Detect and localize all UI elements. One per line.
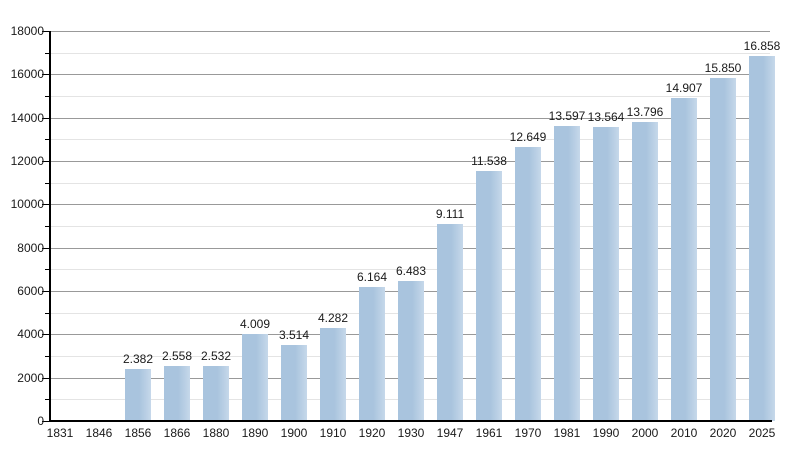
y-axis-label: 6000	[17, 284, 44, 298]
bar	[476, 171, 502, 421]
bar-value-label: 12.649	[509, 130, 547, 144]
gridline-minor	[51, 226, 770, 227]
x-axis-label: 1970	[514, 426, 542, 440]
bar	[437, 224, 463, 421]
x-axis-label: 1866	[163, 426, 191, 440]
bar-value-label: 6.164	[356, 270, 388, 284]
y-axis-label: 18000	[10, 24, 44, 38]
y-minor-tick	[45, 96, 50, 97]
x-axis-label: 1961	[475, 426, 503, 440]
bar-value-label: 3.514	[278, 328, 310, 342]
y-major-tick	[42, 118, 50, 119]
x-axis-label: 1981	[553, 426, 581, 440]
x-axis-line	[49, 420, 772, 422]
gridline-minor	[51, 96, 770, 97]
bar	[398, 281, 424, 421]
gridline-minor	[51, 183, 770, 184]
x-axis-label: 1846	[85, 426, 113, 440]
x-axis-label: 1920	[358, 426, 386, 440]
bar	[593, 127, 619, 421]
bar-value-label: 13.597	[548, 109, 586, 123]
bar-value-label: 11.538	[471, 154, 507, 168]
gridline-major	[51, 248, 770, 249]
gridline-major	[51, 31, 770, 32]
gridline-major	[51, 74, 770, 75]
bar-value-label: 9.111	[435, 207, 465, 221]
y-minor-tick	[45, 356, 50, 357]
x-axis-label: 1890	[241, 426, 269, 440]
bar	[710, 78, 736, 421]
bar-value-label: 4.009	[239, 317, 271, 331]
bar	[164, 366, 190, 421]
bar	[203, 366, 229, 421]
bar	[320, 328, 346, 421]
y-minor-tick	[45, 226, 50, 227]
y-axis-label: 10000	[10, 197, 44, 211]
bar	[632, 122, 658, 421]
bar	[515, 147, 541, 421]
x-axis-label: 1930	[397, 426, 425, 440]
y-major-tick	[42, 334, 50, 335]
y-minor-tick	[45, 183, 50, 184]
x-axis-label: 2010	[670, 426, 698, 440]
y-minor-tick	[45, 53, 50, 54]
y-major-tick	[42, 161, 50, 162]
y-major-tick	[42, 421, 50, 422]
y-axis-line	[49, 31, 51, 422]
y-major-tick	[42, 248, 50, 249]
x-axis-label: 2025	[748, 426, 776, 440]
y-minor-tick	[45, 399, 50, 400]
x-axis-label: 1856	[124, 426, 152, 440]
bar-value-label: 2.382	[122, 352, 154, 366]
x-axis-label: 2000	[631, 426, 659, 440]
y-minor-tick	[45, 313, 50, 314]
y-major-tick	[42, 378, 50, 379]
x-axis-label: 1947	[436, 426, 464, 440]
bar-value-label: 4.282	[317, 311, 349, 325]
bar	[554, 126, 580, 421]
y-axis-label: 12000	[10, 154, 44, 168]
bar-value-label: 13.564	[587, 110, 625, 124]
y-major-tick	[42, 31, 50, 32]
gridline-major	[51, 204, 770, 205]
x-axis-label: 1990	[592, 426, 620, 440]
bar	[749, 56, 775, 421]
y-axis-label: 16000	[10, 67, 44, 81]
y-major-tick	[42, 204, 50, 205]
gridline-minor	[51, 53, 770, 54]
gridline-minor	[51, 139, 770, 140]
bar	[359, 287, 385, 421]
y-major-tick	[42, 291, 50, 292]
y-axis-label: 0	[37, 414, 44, 428]
bar	[281, 345, 307, 421]
gridline-minor	[51, 269, 770, 270]
bar-value-label: 14.907	[665, 81, 703, 95]
y-minor-tick	[45, 269, 50, 270]
x-axis-label: 2020	[709, 426, 737, 440]
bar-value-label: 13.796	[626, 105, 664, 119]
x-axis-label: 1831	[46, 426, 74, 440]
bar-value-label: 2.532	[200, 349, 232, 363]
bar-value-label: 6.483	[395, 264, 427, 278]
x-axis-label: 1910	[319, 426, 347, 440]
bar-value-label: 16.858	[743, 39, 781, 53]
x-axis-label: 1900	[280, 426, 308, 440]
y-axis-label: 8000	[17, 241, 44, 255]
gridline-major	[51, 118, 770, 119]
y-minor-tick	[45, 139, 50, 140]
bar	[242, 334, 268, 421]
y-major-tick	[42, 74, 50, 75]
y-axis-label: 4000	[17, 327, 44, 341]
x-axis-label: 1880	[202, 426, 230, 440]
bar	[671, 98, 697, 421]
bar-value-label: 15.850	[704, 61, 742, 75]
bar	[125, 369, 151, 421]
y-axis-label: 14000	[10, 111, 44, 125]
gridline-major	[51, 161, 770, 162]
y-axis-label: 2000	[17, 371, 44, 385]
bar-value-label: 2.558	[161, 349, 193, 363]
